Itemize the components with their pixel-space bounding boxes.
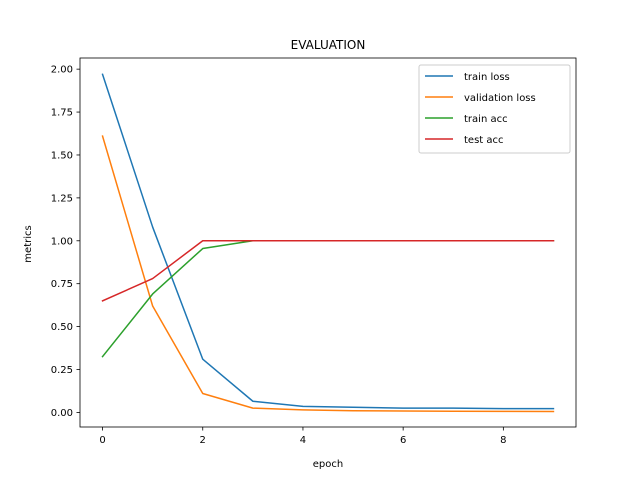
x-axis-label: epoch — [313, 459, 343, 470]
y-tick-label: 2.00 — [51, 65, 73, 76]
y-tick-label: 0.00 — [51, 408, 73, 419]
series-line-train-loss — [101, 73, 555, 410]
legend-label: test acc — [464, 135, 504, 146]
series-line-validation-loss — [101, 135, 555, 413]
axes-frame — [79, 57, 577, 428]
x-tick-label: 0 — [99, 435, 105, 446]
y-tick-label: 0.75 — [51, 279, 73, 290]
y-tick-label: 1.50 — [51, 150, 73, 161]
x-tick-label: 4 — [300, 435, 306, 446]
legend: train loss validation loss train acc test a… — [418, 64, 571, 154]
y-tick-label: 1.75 — [51, 108, 73, 119]
y-tick-label: 1.00 — [51, 236, 73, 247]
chart-title: EVALUATION — [291, 38, 366, 52]
plot-area: 0 2 4 6 8 0.00 0.25 0.50 0.75 1.00 1.25 1.50 1.75 2.0… — [51, 57, 577, 446]
y-axis-label: metrics — [23, 225, 34, 262]
x-tick-label: 6 — [400, 435, 406, 446]
y-tick-label: 0.25 — [51, 365, 73, 376]
y-tick-label: 0.50 — [51, 322, 73, 333]
legend-box — [418, 64, 571, 154]
x-tick-label: 2 — [200, 435, 206, 446]
legend-label: train acc — [464, 114, 508, 125]
y-tick-label: 1.25 — [51, 193, 73, 204]
legend-label: validation loss — [464, 93, 536, 104]
legend-label: train loss — [464, 72, 510, 83]
x-tick-label: 8 — [500, 435, 506, 446]
series-line-test-acc — [101, 240, 555, 302]
